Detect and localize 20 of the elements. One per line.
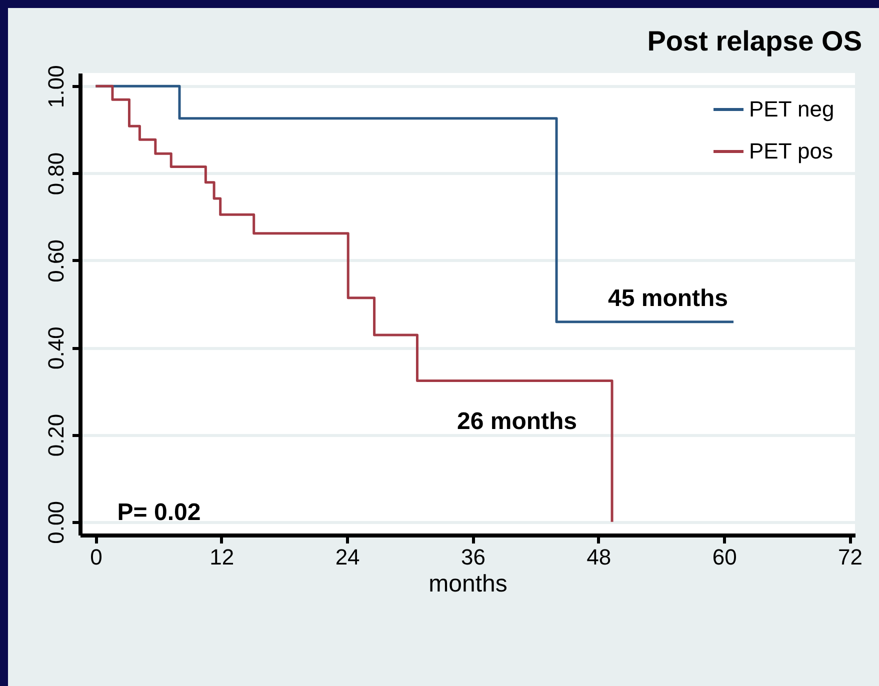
x-tick-label: 24 [335, 544, 360, 570]
y-tick-label: 0.60 [44, 240, 68, 282]
y-tick-label: 0.80 [44, 152, 68, 196]
legend-label: PET neg [749, 96, 834, 122]
y-tick-label: 0.40 [44, 326, 68, 370]
y-tick-label: 0.20 [44, 414, 68, 457]
legend-label: PET pos [749, 138, 833, 164]
annotation: 26 months [456, 408, 578, 435]
annotation: P= 0.02 [117, 499, 201, 526]
x-tick-label: 48 [586, 544, 612, 570]
y-tick-label: 1.00 [44, 65, 68, 108]
x-tick-label: 36 [460, 544, 486, 570]
annotation: 45 months [608, 285, 728, 312]
y-tick-label: 0.00 [44, 501, 68, 544]
x-tick-label: 72 [838, 544, 863, 570]
chart-title: Post relapse OS [647, 26, 862, 57]
x-tick-label: 12 [210, 544, 234, 570]
x-tick-label: 0 [90, 544, 102, 570]
x-tick-label: 60 [712, 544, 737, 570]
x-axis-title: months [428, 570, 508, 598]
